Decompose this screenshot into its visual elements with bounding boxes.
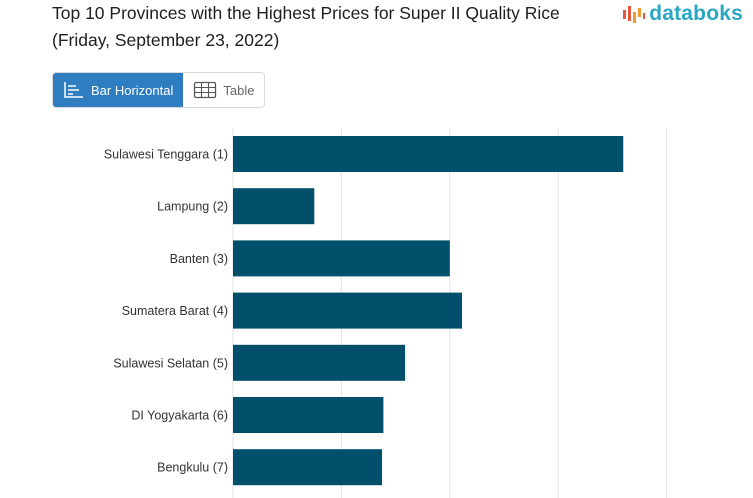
view-tabs: Bar Horizontal Table	[52, 72, 266, 108]
tab-table-label: Table	[223, 82, 255, 98]
databoks-logo[interactable]: databoks	[622, 2, 743, 26]
category-label: Sulawesi Tenggara (1)	[104, 148, 228, 162]
category-label: Sumatera Barat (4)	[122, 304, 228, 318]
bar[interactable]	[233, 397, 384, 433]
bar[interactable]	[233, 240, 450, 277]
tab-bar-horizontal[interactable]: Bar Horizontal	[53, 73, 184, 107]
bar[interactable]	[233, 188, 315, 225]
chart-title: Top 10 Provinces with the Highest Prices…	[52, 3, 560, 50]
table-grid-icon	[194, 81, 217, 99]
category-label: Bengkulu (7)	[157, 461, 228, 475]
category-label: DI Yogyakarta (6)	[131, 409, 228, 423]
bar[interactable]	[233, 449, 383, 486]
bar-chart-icon	[64, 82, 83, 98]
bar[interactable]	[233, 136, 624, 172]
logo-text: databoks	[649, 2, 743, 25]
bar[interactable]	[233, 344, 406, 381]
tab-table[interactable]: Table	[183, 73, 264, 107]
bar-pulse-icon	[623, 6, 646, 23]
category-label: Banten (3)	[170, 252, 228, 266]
category-label: Lampung (2)	[157, 200, 228, 214]
bar[interactable]	[233, 292, 462, 329]
tab-bar-horizontal-label: Bar Horizontal	[91, 82, 174, 98]
category-label: Sulawesi Selatan (5)	[113, 356, 228, 370]
